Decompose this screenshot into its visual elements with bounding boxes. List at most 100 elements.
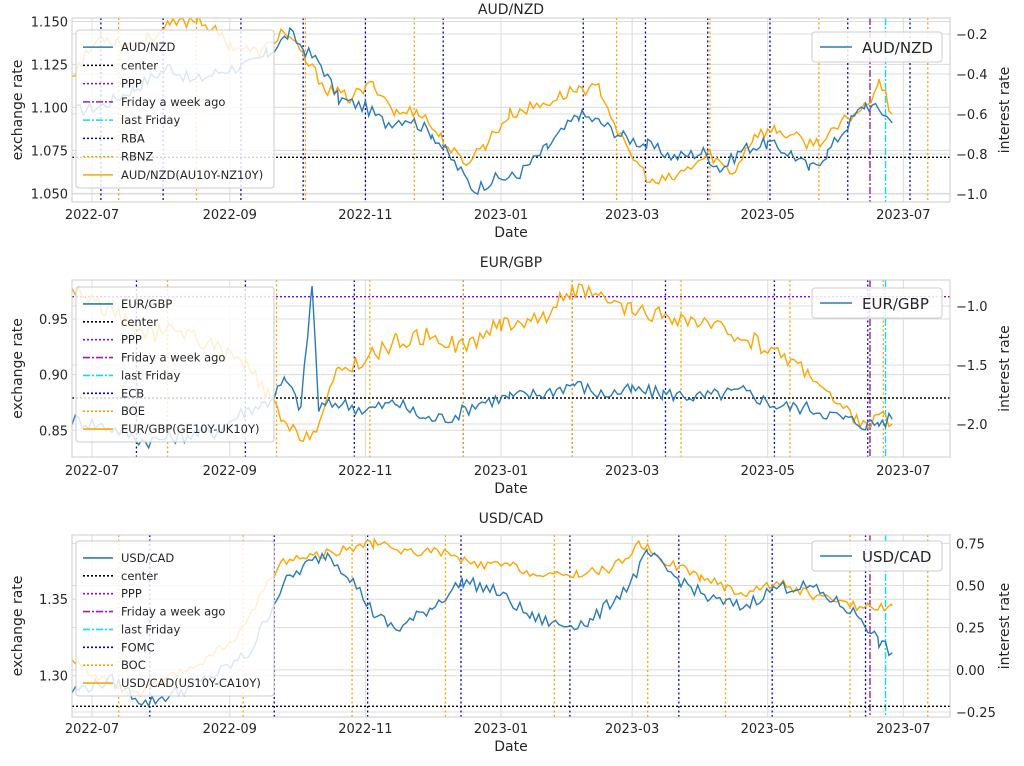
chart-title: EUR/GBP [480,255,542,271]
legend-box [75,29,275,189]
y2-tick-label: −1.0 [956,300,988,315]
y2-tick-label: −0.8 [956,148,988,163]
chart-panel-usd-cad: USD/CAD 2022-07 2022-09 2022-11 2023-01 2023-… [10,511,1013,755]
x-tick-label: 2023-01 [474,722,528,737]
y2-tick-label: 0.00 [956,664,985,679]
x-tick-label: 2023-07 [876,464,930,479]
y-tick-label: 0.95 [39,313,68,328]
y2-tick-label: 0.50 [956,580,985,595]
legend-label: center [121,315,158,329]
legend-label: Friday a week ago [121,95,225,109]
x-tick-label: 2023-05 [741,208,795,223]
legend-label: AUD/NZD [121,40,175,54]
y-tick-label: 1.30 [39,670,68,685]
y-axis-label: exchange rate [10,576,26,677]
y2-tick-label: −0.2 [956,28,988,43]
x-tick-label: 2023-01 [474,464,528,479]
legend-label: PPP [121,333,142,347]
chart-panel-aud-nzd: AUD/NZD 2022-07 2022-09 2022-11 2023-01 2023-… [10,2,1013,241]
legend-right: EUR/GBP [811,287,943,319]
legend-box [811,287,943,319]
legend-label: USD/CAD [121,551,174,565]
legend-label: RBA [121,131,145,145]
legend-label: Friday a week ago [121,605,225,619]
y-axis-label: exchange rate [10,318,26,419]
legend-left: USD/CAD center PPP Friday a week ago last Fr… [75,540,275,697]
legend-label: RBNZ [121,150,153,164]
y-tick-label: 1.35 [39,593,68,608]
legend-label: EUR/GBP(GE10Y-UK10Y) [121,422,260,436]
legend-left: EUR/GBP center PPP Friday a week ago last Fr… [75,286,275,443]
legend-label: PPP [121,77,142,91]
chart-title: USD/CAD [479,511,544,527]
legend-box [811,540,943,572]
x-tick-label: 2023-07 [876,722,930,737]
legend-left: AUD/NZD center PPP Friday a week ago last Fr… [75,29,275,189]
x-axis-label: Date [494,225,527,241]
y-axis-label: exchange rate [10,60,26,161]
legend-label: EUR/GBP [862,295,929,313]
y2-axis-label: interest rate [997,325,1013,412]
y2-axis-label: interest rate [997,583,1013,670]
y2-axis-label: interest rate [997,67,1013,154]
y-tick-label: 1.050 [31,187,68,202]
x-tick-label: 2023-03 [605,464,659,479]
legend-label: PPP [121,587,142,601]
x-axis-label: Date [494,739,527,755]
chart-title: AUD/NZD [478,2,544,18]
y-tick-label: 1.075 [31,144,68,159]
chart-panel-eur-gbp: EUR/GBP 2022-07 2022-09 2022-11 2023-01 2023-… [10,255,1013,497]
legend-label: BOE [121,404,145,418]
x-tick-label: 2022-11 [338,464,392,479]
y2-tick-label: 0.25 [956,622,985,637]
x-tick-label: 2023-05 [741,464,795,479]
legend-label: center [121,569,158,583]
y-tick-label: 1.150 [31,15,68,30]
legend-label: AUD/NZD [862,39,933,57]
x-tick-label: 2022-09 [203,464,257,479]
x-tick-label: 2022-07 [65,464,119,479]
legend-box [75,540,275,697]
x-tick-label: 2022-07 [65,208,119,223]
legend-label: last Friday [121,113,180,127]
x-tick-label: 2022-09 [203,208,257,223]
y-tick-label: 1.100 [31,101,68,116]
axes-frame [71,279,951,458]
legend-label: last Friday [121,368,180,382]
axes-frame [71,17,951,203]
legend-label: AUD/NZD(AU10Y-NZ10Y) [121,168,263,182]
y2-tick-label: −1.0 [956,188,988,203]
y-tick-label: 0.85 [39,424,68,439]
y-tick-label: 0.90 [39,369,68,384]
x-tick-label: 2023-07 [876,208,930,223]
legend-label: BOC [121,658,146,672]
legend-label: USD/CAD(US10Y-CA10Y) [121,676,261,690]
y-tick-label: 1.125 [31,58,68,73]
legend-right: USD/CAD [811,540,943,572]
legend-label: Friday a week ago [121,351,225,365]
x-axis-label: Date [494,481,527,497]
x-tick-label: 2022-09 [203,722,257,737]
x-tick-label: 2023-01 [474,208,528,223]
x-tick-label: 2023-03 [605,722,659,737]
legend-label: USD/CAD [862,548,931,566]
legend-label: EUR/GBP [121,297,172,311]
legend-label: ECB [121,386,144,400]
y2-tick-label: −0.6 [956,108,988,123]
y2-tick-label: 0.75 [956,537,985,552]
legend-box [811,31,943,63]
y2-tick-label: −0.4 [956,68,988,83]
y2-tick-label: −2.0 [956,418,988,433]
x-tick-label: 2022-07 [65,722,119,737]
legend-label: last Friday [121,622,180,636]
x-tick-label: 2023-03 [605,208,659,223]
x-tick-label: 2022-11 [338,208,392,223]
legend-label: center [121,58,158,72]
legend-box [75,286,275,443]
legend-label: FOMC [121,640,155,654]
x-tick-label: 2022-11 [338,722,392,737]
y2-tick-label: −0.25 [956,706,996,721]
legend-right: AUD/NZD [811,31,943,63]
